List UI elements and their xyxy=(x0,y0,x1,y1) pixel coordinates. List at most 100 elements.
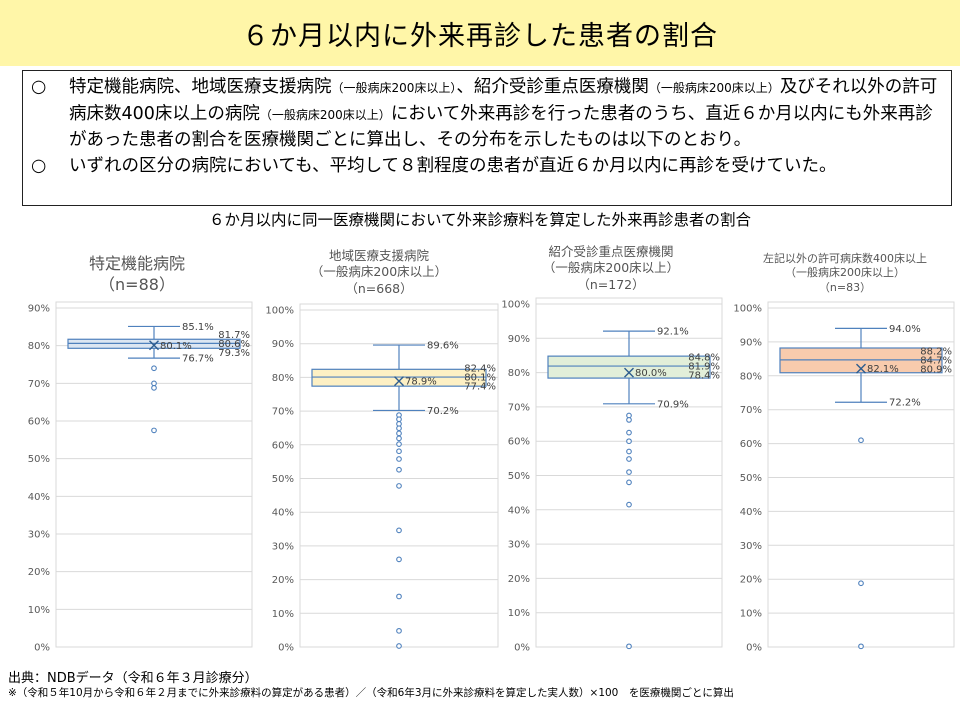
y-tick-label: 80% xyxy=(272,373,294,384)
panel-title: 地域医療支援病院 xyxy=(328,248,429,263)
panel-title-block: 紹介受診重点医療機関 （一般病床200床以上） （n=172） xyxy=(494,244,728,293)
panel-title-block: 特定機能病院 （n=88） xyxy=(18,254,256,296)
outlier-point xyxy=(858,643,864,650)
label-q3: 84.8% xyxy=(688,353,720,364)
y-tick-label: 70% xyxy=(28,379,50,390)
page-title: ６か月以内に外来再診した患者の割合 xyxy=(0,0,960,66)
y-tick-label: 0% xyxy=(514,643,530,654)
y-tick-label: 70% xyxy=(272,407,294,418)
y-tick-label: 30% xyxy=(740,541,762,552)
y-tick-label: 10% xyxy=(272,609,294,620)
y-tick-label: 40% xyxy=(28,492,50,503)
y-tick-label: 100% xyxy=(265,306,294,317)
y-tick-label: 60% xyxy=(508,437,530,448)
y-tick-label: 20% xyxy=(508,574,530,585)
y-tick-label: 60% xyxy=(28,417,50,428)
panel-title-block: 左記以外の許可病床数400床以上 （一般病床200床以上） （n=83） xyxy=(732,252,958,295)
panel-n_label: （n=668） xyxy=(345,280,413,296)
outlier-point xyxy=(396,527,402,534)
label-q1: 79.3% xyxy=(218,348,250,359)
label-q3: 81.7% xyxy=(218,330,250,341)
y-tick-label: 20% xyxy=(740,575,762,586)
outlier-point xyxy=(151,380,157,387)
outlier-point xyxy=(396,435,402,442)
label-q1: 80.9% xyxy=(920,364,952,375)
y-tick-label: 10% xyxy=(740,609,762,620)
label-whisker-high: 92.1% xyxy=(657,327,689,338)
label-q3: 88.2% xyxy=(920,346,952,357)
label-whisker-high: 94.0% xyxy=(889,324,921,335)
summary-bullet-2: ○ いずれの区分の病院においても、平均して８割程度の患者が直近６か月以内に再診を… xyxy=(31,154,943,180)
mean-marker xyxy=(856,363,866,374)
y-tick-label: 30% xyxy=(508,540,530,551)
chart-caption: ６か月以内に同一医療機関において外来診療料を算定した外来再診患者の割合 xyxy=(208,211,752,229)
outlier-point xyxy=(396,627,402,634)
y-tick-label: 0% xyxy=(278,643,294,654)
label-median: 81.9% xyxy=(688,362,720,373)
outlier-point xyxy=(396,425,402,432)
outlier-point xyxy=(151,385,157,391)
chart-panel-tokutei: 特定機能病院 （n=88） 0% 10% 20% 30% 40% 50% 60% 70% 80% 90… xyxy=(18,240,256,660)
label-median: 80.6% xyxy=(218,339,250,350)
mean-marker xyxy=(624,367,634,378)
bullet-mark: ○ xyxy=(31,77,47,97)
label-mean: 80.0% xyxy=(635,368,667,379)
y-tick-label: 80% xyxy=(740,371,762,382)
source-text: 出典：NDBデータ（令和６年３月診療分） xyxy=(8,671,258,686)
outlier-point xyxy=(858,580,864,587)
label-mean: 78.9% xyxy=(405,377,437,388)
iqr-box xyxy=(311,368,487,387)
outlier-point xyxy=(396,441,402,447)
mean-marker xyxy=(149,340,159,351)
y-tick-label: 90% xyxy=(28,304,50,315)
y-tick-label: 60% xyxy=(740,439,762,450)
y-tick-label: 20% xyxy=(28,567,50,578)
label-mean: 82.1% xyxy=(867,364,899,375)
panel-title: 特定機能病院 xyxy=(88,254,185,273)
panel-n_label: （n=88） xyxy=(99,274,175,294)
y-tick-label: 100% xyxy=(733,304,762,315)
outlier-point xyxy=(396,456,402,462)
panel-subtitle: （一般病床200床以上） xyxy=(542,260,680,276)
mean-marker-stroke xyxy=(394,376,404,387)
y-tick-label: 80% xyxy=(508,368,530,379)
mean-marker-stroke xyxy=(856,363,866,374)
y-tick-label: 50% xyxy=(740,473,762,484)
y-tick-label: 40% xyxy=(508,505,530,516)
summary-bullet-1: ○ 特定機能病院、地域医療支援病院（一般病床200床以上）、紹介受診重点医療機関… xyxy=(31,75,943,154)
boxplot-svg: 0% 10% 20% 30% 40% 50% 60% 70% 80% 90% 100% 89.6% 70… xyxy=(265,303,499,654)
y-tick-label: 80% xyxy=(28,341,50,352)
iqr-box xyxy=(547,355,711,379)
mean-marker-stroke xyxy=(149,340,159,351)
label-mean: 80.1% xyxy=(160,341,192,352)
y-tick-label: 40% xyxy=(272,508,294,519)
y-tick-label: 70% xyxy=(740,405,762,416)
y-tick-label: 90% xyxy=(740,337,762,348)
label-whisker-low: 70.2% xyxy=(427,406,459,417)
outlier-point xyxy=(151,427,157,434)
y-tick-label: 50% xyxy=(508,471,530,482)
outlier-point xyxy=(626,456,632,462)
outlier-point xyxy=(396,483,402,489)
y-tick-label: 90% xyxy=(508,334,530,345)
mean-marker xyxy=(394,376,404,387)
y-tick-label: 0% xyxy=(746,643,762,654)
outlier-point xyxy=(858,437,864,444)
summary-bullet-1-segment: 、紹介受診重点医療機関 xyxy=(456,77,649,97)
label-q1: 77.4% xyxy=(464,382,496,393)
y-tick-label: 10% xyxy=(508,608,530,619)
bullet-mark: ○ xyxy=(31,155,47,176)
outlier-point xyxy=(396,430,402,437)
y-tick-label: 0% xyxy=(34,643,50,654)
label-q1: 78.4% xyxy=(688,371,720,382)
label-median: 80.1% xyxy=(464,373,496,384)
label-whisker-high: 89.6% xyxy=(427,341,459,352)
label-whisker-high: 85.1% xyxy=(182,322,214,333)
y-tick-label: 50% xyxy=(272,474,294,485)
summary-bullet-1-segment: 及びそれ以外の許可病床数400床以上の病院 xyxy=(69,77,938,124)
boxplot-svg: 0% 10% 20% 30% 40% 50% 60% 70% 80% 90% 100% 94.0% 72… xyxy=(733,301,955,654)
outlier-point xyxy=(396,466,402,473)
panel-subtitle: （一般病床200床以上） xyxy=(310,264,448,280)
outlier-point xyxy=(396,416,402,423)
outlier-point xyxy=(626,479,632,486)
